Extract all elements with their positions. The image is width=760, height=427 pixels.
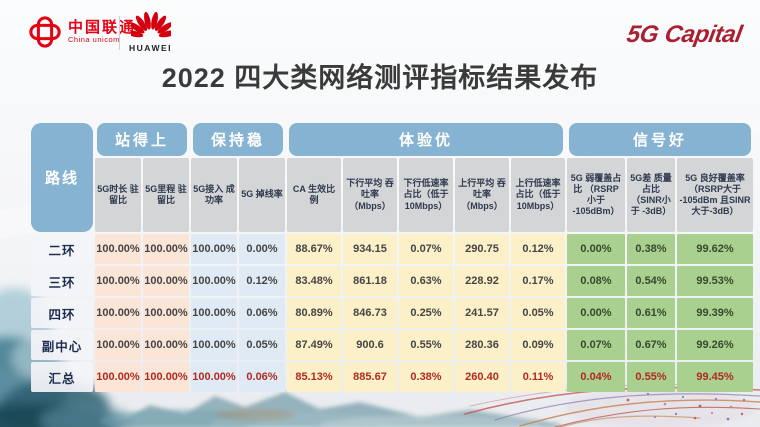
data-cell: 0.06% [239,298,285,328]
mountain-strip-bottom [100,388,755,427]
row-label: 四环 [31,298,93,328]
data-cell: 99.62% [677,234,753,264]
data-cell: 0.06% [239,362,285,392]
paint-speckles [626,392,746,421]
column-header: 上行平均 吞吐率 （Mbps） [455,158,509,232]
data-cell: 0.67% [627,330,675,360]
data-cell: 241.57 [455,298,509,328]
5g-capital-word: Capital [663,21,745,48]
data-cell: 0.12% [511,234,565,264]
data-cell: 100.00% [95,362,141,392]
data-cell: 99.26% [677,330,753,360]
data-cell: 260.40 [455,362,509,392]
row-label: 副中心 [31,330,93,360]
data-cell: 0.04% [567,362,625,392]
data-cell: 0.07% [399,234,453,264]
column-header: 5G里程 驻留比 [143,158,189,232]
5g-capital-logo: 5G Capital [625,21,744,49]
data-cell: 100.00% [191,362,237,392]
5g-capital-5g: 5G [625,21,661,48]
column-header: 上行低速率 占比（低于 10Mbps） [511,158,565,232]
data-cell: 0.61% [627,298,675,328]
data-cell: 100.00% [95,234,141,264]
data-cell: 100.00% [95,298,141,328]
data-cell: 0.11% [511,362,565,392]
group-header-signal: 信号好 [569,123,751,156]
data-cell: 100.00% [191,298,237,328]
data-cell: 0.08% [567,266,625,296]
data-cell: 0.63% [399,266,453,296]
column-header: 5G差 质量占比 （SINR小于 -3dB） [627,158,675,232]
data-cell: 0.07% [567,330,625,360]
data-cell: 100.00% [143,266,189,296]
row-label: 三环 [31,266,93,296]
column-header: CA 生效比例 [287,158,341,232]
row-label: 二环 [31,234,93,264]
data-cell: 0.05% [511,298,565,328]
row-label: 汇总 [31,362,93,392]
data-cell: 0.55% [399,330,453,360]
data-cell: 100.00% [143,298,189,328]
column-header: 下行低速率 占比（低于 10Mbps） [399,158,453,232]
data-cell: 99.53% [677,266,753,296]
data-cell: 934.15 [343,234,397,264]
data-cell: 85.13% [287,362,341,392]
page-title: 2022 四大类网络测评指标结果发布 [161,63,599,93]
data-cell: 861.18 [343,266,397,296]
data-cell: 0.55% [627,362,675,392]
unicom-name-en: China unicom [68,34,120,44]
data-cell: 290.75 [455,234,509,264]
data-cell: 0.00% [239,234,285,264]
data-cell: 0.00% [567,298,625,328]
data-cell: 0.00% [567,234,625,264]
logo-divider [119,16,120,50]
group-header-experience: 体验优 [289,123,563,156]
data-cell: 88.67% [287,234,341,264]
column-header: 下行平均 吞吐率 （Mbps） [343,158,397,232]
data-cell: 100.00% [95,330,141,360]
data-cell: 100.00% [143,362,189,392]
data-cell: 100.00% [191,266,237,296]
data-cell: 900.6 [343,330,397,360]
data-cell: 100.00% [191,330,237,360]
data-cell: 846.73 [343,298,397,328]
data-cell: 228.92 [455,266,509,296]
group-header-stable: 保持稳 [193,123,283,156]
data-cell: 99.39% [677,298,753,328]
huawei-flower-icon [130,11,171,38]
column-header: 5G接入 成功率 [191,158,237,232]
data-cell: 885.67 [343,362,397,392]
unicom-knot-icon [29,16,61,48]
column-header: 5G 掉线率 [239,158,285,232]
data-cell: 99.45% [677,362,753,392]
data-cell: 0.25% [399,298,453,328]
brand-bar: 中国联通 China unicom HUAWEI 5G Capital [0,0,760,60]
data-cell: 100.00% [95,266,141,296]
column-header: 5G 弱覆盖占比 （RSRP小于 -105dBm） [567,158,625,232]
huawei-wordmark: HUAWEI [129,43,172,53]
data-cell: 0.38% [627,234,675,264]
huawei-logo: HUAWEI [129,9,172,53]
data-cell: 100.00% [143,330,189,360]
column-header: 5G 良好覆盖率 （RSRP大于 -105dBm 且SINR 大于-3dB） [677,158,753,232]
data-cell: 0.54% [627,266,675,296]
data-cell: 87.49% [287,330,341,360]
data-cell: 0.38% [399,362,453,392]
data-cell: 83.48% [287,266,341,296]
data-cell: 100.00% [143,234,189,264]
data-cell: 80.89% [287,298,341,328]
data-cell: 0.17% [511,266,565,296]
data-cell: 0.05% [239,330,285,360]
china-unicom-logo: 中国联通 China unicom [28,15,136,49]
unicom-name-cn: 中国联通 [68,19,137,37]
column-header: 5G时长 驻留比 [95,158,141,232]
group-header-standup: 站得上 [97,123,187,156]
data-cell: 280.36 [455,330,509,360]
data-cell: 0.09% [511,330,565,360]
route-column-header: 路线 [31,123,93,232]
data-cell: 0.12% [239,266,285,296]
data-cell: 100.00% [191,234,237,264]
results-table: 路线 站得上 保持稳 体验优 信号好 5G时长 驻留比 5G里程 驻留比 5G接入 … [31,123,753,392]
